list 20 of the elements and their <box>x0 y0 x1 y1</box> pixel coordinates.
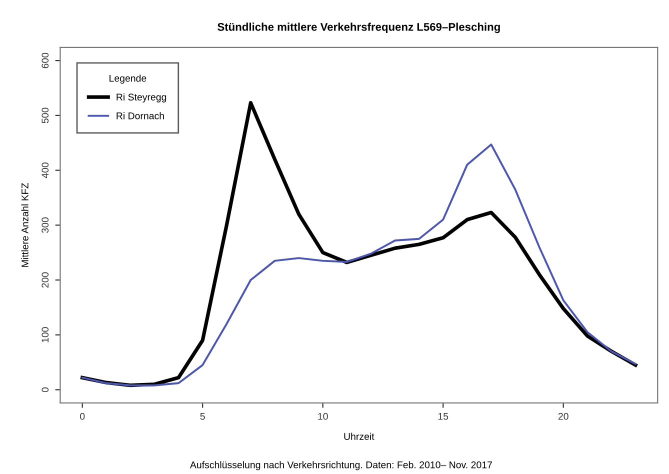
y-tick-label: 0 <box>42 387 49 392</box>
x-tick-label: 5 <box>200 412 205 420</box>
legend-label: Ri Steyregg <box>116 93 166 102</box>
x-tick-label: 0 <box>80 412 85 420</box>
x-tick-label: 15 <box>438 412 448 420</box>
chart-title: Stündliche mittlere Verkehrsfrequenz L569–Plesching <box>218 22 500 34</box>
x-axis-title: Uhrzeit <box>344 432 374 440</box>
y-tick-label: 500 <box>42 108 49 124</box>
y-tick-label: 300 <box>42 217 49 233</box>
legend-label: Ri Dornach <box>116 112 164 120</box>
y-axis-title: Mittlere Anzahl KFZ <box>21 183 28 267</box>
legend-title: Legende <box>110 74 146 84</box>
x-tick-label: 10 <box>318 412 328 420</box>
y-tick-label: 600 <box>42 52 49 68</box>
x-tick-label: 20 <box>558 412 568 420</box>
y-tick-label: 100 <box>42 327 49 342</box>
y-tick-label: 400 <box>42 162 49 178</box>
text: Aufschlüsselung nach Verkehrsrichtung. Daten: Feb. 2010– Nov. 2017 <box>190 461 492 470</box>
line-series <box>81 144 636 386</box>
y-tick-label: 200 <box>42 272 49 288</box>
